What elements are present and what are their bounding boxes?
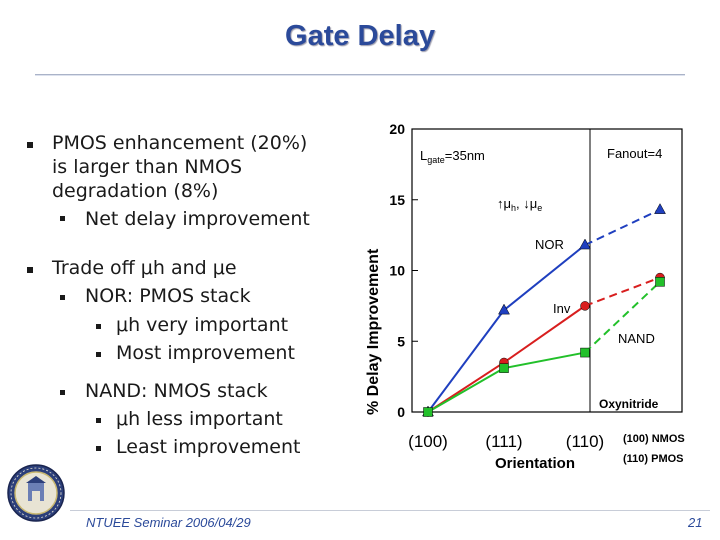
x-axis-label: Orientation (495, 455, 575, 472)
bullet-marker (27, 142, 33, 148)
bullet-text: Least improvement (116, 436, 301, 458)
oxynitride-label: Oxynitride (599, 397, 659, 411)
data-point (580, 301, 590, 311)
data-point (579, 238, 591, 250)
bullet-text: μh less important (116, 408, 283, 430)
x-tick-label: (111) (485, 432, 522, 451)
pmos-orientation-note: (110) PMOS (623, 453, 684, 465)
y-tick-label: 5 (397, 333, 405, 349)
bullet-text: degradation (8%) (52, 180, 219, 202)
y-axis-label: % Delay Improvement (365, 248, 382, 415)
slide-title: Gate Delay (285, 20, 435, 52)
bullet-text: PMOS enhancement (20%) (52, 132, 308, 154)
bullet-marker (96, 418, 101, 423)
data-point (654, 203, 666, 214)
bullet-text: Net delay improvement (85, 208, 310, 230)
series-projection-inv (584, 276, 661, 307)
bullet-marker (27, 267, 33, 273)
bullet-marker (96, 352, 101, 357)
footer-divider (70, 510, 710, 511)
data-point (655, 277, 665, 287)
plot-area (411, 128, 683, 413)
nor-label: NOR (535, 237, 564, 252)
inv-label: Inv (553, 301, 571, 316)
data-point (580, 347, 590, 358)
bullet-text: NAND: NMOS stack (85, 380, 268, 402)
bullet-marker (96, 446, 101, 451)
y-tick-label: 10 (389, 263, 405, 279)
bullet-text: Most improvement (116, 342, 295, 364)
university-seal-logo (7, 464, 65, 522)
title-divider (35, 74, 685, 76)
fanout-annotation: Fanout=4 (607, 146, 662, 161)
mobility-annotation: ↑μh, ↓μe (497, 196, 542, 213)
data-point (498, 303, 510, 315)
bullet-marker (96, 324, 101, 329)
nmos-orientation-note: (100) NMOS (623, 433, 685, 445)
page-number: 21 (688, 515, 703, 530)
x-tick-label: (110) (566, 432, 604, 451)
bullet-text: is larger than NMOS (52, 156, 243, 178)
bullet-marker (60, 390, 65, 395)
data-point (423, 407, 433, 417)
bullet-text: μh very important (116, 314, 289, 336)
footer-text: NTUEE Seminar 2006/04/29 (86, 515, 251, 530)
y-tick-label: 0 (397, 404, 405, 420)
series-projection-nor (584, 208, 661, 246)
bullet-text: NOR: PMOS stack (85, 285, 251, 307)
y-tick-label: 20 (389, 121, 405, 137)
series-projection-nand (584, 281, 661, 354)
bullet-marker (60, 295, 65, 300)
lgate-annotation: Lgate=35nm (420, 148, 485, 165)
bullet-text: Trade off μh and μe (52, 257, 237, 279)
nand-label: NAND (618, 331, 655, 346)
y-tick-label: 15 (389, 192, 405, 208)
data-point (499, 363, 509, 373)
bullet-marker (60, 216, 65, 221)
x-tick-label: (100) (408, 432, 448, 451)
